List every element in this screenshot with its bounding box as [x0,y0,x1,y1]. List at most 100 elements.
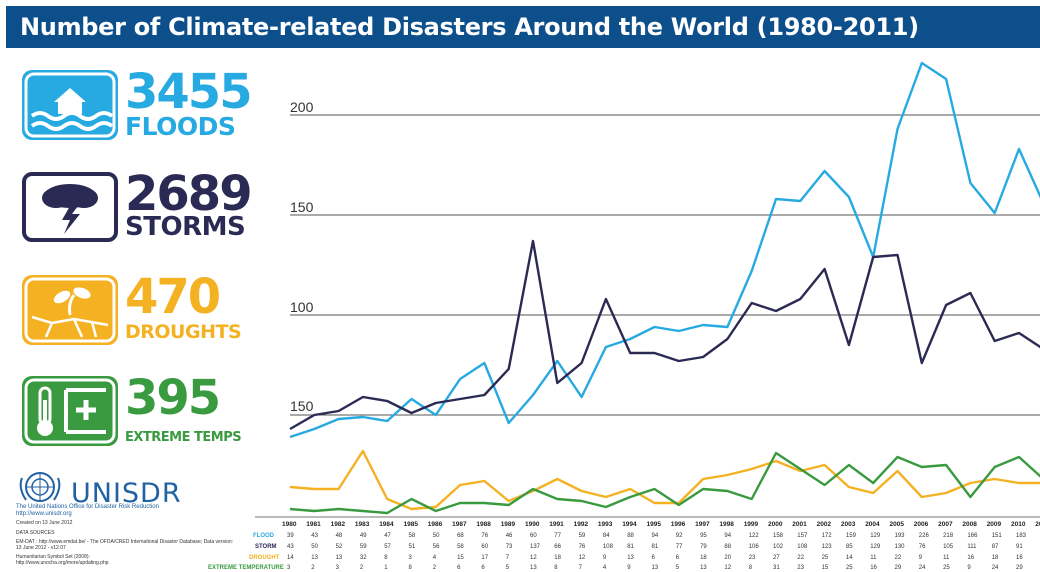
table-cell: 68 [457,533,464,539]
y-tick-label: 100 [290,299,314,315]
x-tick-label: 2004 [865,521,880,528]
table-cell: 88 [627,533,634,539]
table-cell: 3 [408,555,412,561]
x-tick-label: 1986 [427,521,443,528]
un-emblem-icon [19,472,61,502]
table-cell: 11 [943,555,950,561]
table-cell: 111 [967,544,977,550]
table-cell: 159 [845,533,856,539]
x-tick-label: 1999 [743,521,759,528]
table-cell: 13 [627,555,634,561]
storms-label: STORMS [125,212,246,242]
table-cell: 16 [967,555,975,561]
table-cell: 15 [457,555,464,561]
footer-notes: Created on 13 June 2012 DATA SOURCES EM-… [16,520,236,566]
table-cell: 60 [481,544,489,550]
logo-subtitle: The United Nations Office for Disaster R… [16,504,159,517]
table-cell: 12 [578,555,586,561]
table-cell: 49 [359,533,367,539]
page-title: Number of Climate-related Disasters Arou… [20,13,919,41]
y-tick-label: 200 [290,99,314,115]
table-cell: 218 [943,533,954,539]
table-cell: 91 [1016,544,1023,550]
table-cell: 22 [797,555,804,561]
table-cell: 4 [432,555,437,561]
x-tick-label: 1998 [719,521,734,528]
table-cell: 6 [675,555,680,561]
table-cell: 166 [967,533,978,539]
table-cell: 87 [991,544,999,550]
x-tick-label: 2007 [938,521,953,528]
table-cell: 22 [894,555,902,561]
table-cell: 18 [554,555,561,561]
logo-text: UNISDR [71,478,182,509]
table-cell: 43 [311,533,318,539]
table-cell: 1 [384,565,388,571]
extreme-temps-count: 395 [125,370,221,426]
table-cell: 29 [894,565,902,571]
table-cell: 102 [773,544,784,550]
x-tick-label: 2001 [792,521,807,528]
x-tick-label: 1981 [306,521,321,528]
table-cell: 20 [724,555,732,561]
x-tick-label: 1983 [354,521,370,528]
table-cell: 3 [287,565,291,571]
series-line-extreme-temperature [289,451,1040,515]
table-cell: 56 [432,544,440,550]
table-cell: 16 [870,565,877,571]
table-cell: 18 [991,555,999,561]
table-row-label: FLOOD [253,533,274,539]
table-cell: 129 [870,544,881,550]
flood-house-icon [22,70,118,140]
droughts-label: DROUGHTS [125,321,242,343]
table-cell: 47 [384,533,391,539]
table-cell: 108 [602,544,613,550]
x-tick-label: 1989 [500,521,516,528]
table-cell: 58 [408,533,416,539]
table-cell: 77 [675,544,683,550]
table-cell: 50 [432,533,440,539]
drought-plant-icon [22,275,118,345]
table-cell: 23 [748,555,756,561]
table-cell: 6 [651,555,655,561]
table-row-label: STORM [255,544,277,550]
table-cell: 52 [335,544,343,550]
table-cell: 46 [505,533,513,539]
table-cell: 15 [821,565,829,571]
table-cell: 137 [530,544,541,550]
table-cell: 14 [845,555,853,561]
table-cell: 66 [554,544,561,550]
table-cell: 94 [724,533,732,539]
table-cell: 3 [335,565,339,571]
table-cell: 14 [287,555,294,561]
table-cell: 8 [408,565,412,571]
x-tick-label: 1991 [549,521,564,528]
title-bar: Number of Climate-related Disasters Arou… [6,6,1040,48]
table-cell: 76 [481,533,489,539]
table-cell: 25 [943,565,950,571]
table-cell: 29 [1016,565,1023,571]
table-cell: 16 [1016,555,1023,561]
table-cell: 183 [1016,533,1027,539]
table-cell: 25 [845,565,853,571]
table-cell: 2 [359,565,364,571]
x-tick-label: 1988 [476,521,491,528]
table-cell: 79 [700,544,707,550]
table-cell: 73 [505,544,513,550]
x-tick-label: 1987 [452,521,467,528]
table-cell: 6 [457,565,461,571]
table-cell: 92 [675,533,683,539]
table-cell: 27 [773,555,780,561]
droughts-count: 470 [125,269,221,325]
table-cell: 8 [384,555,388,561]
table-cell: 193 [894,533,905,539]
table-cell: 60 [530,533,537,539]
table-cell: 122 [748,533,759,539]
table-cell: 76 [578,544,586,550]
x-tick-label: 1996 [670,521,686,528]
x-tick-label: 1993 [597,521,613,528]
table-cell: 9 [602,555,607,561]
source-emdat: EM-DAT : http://www.emdat.be/ - The OFDA… [16,539,234,551]
table-row-label: EXTREME TEMPERATURE [208,565,284,571]
